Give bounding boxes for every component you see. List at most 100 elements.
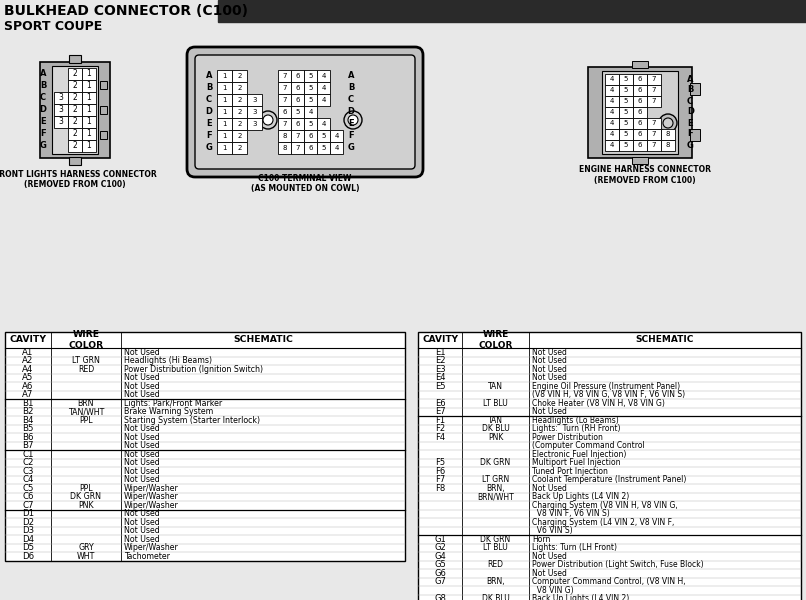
Text: LT BLU: LT BLU: [483, 399, 508, 408]
Text: B: B: [206, 83, 212, 92]
Text: Horn: Horn: [532, 535, 550, 544]
Bar: [217, 130, 232, 142]
Bar: [54, 116, 68, 128]
Text: 3: 3: [59, 118, 64, 127]
Text: Back Up Lights (L4 VIN 2): Back Up Lights (L4 VIN 2): [532, 594, 629, 600]
Bar: [278, 94, 291, 106]
Text: 5: 5: [322, 145, 326, 151]
Text: 5: 5: [309, 73, 313, 79]
Bar: [278, 106, 291, 118]
Text: C: C: [687, 97, 693, 106]
Text: LT GRN: LT GRN: [482, 475, 509, 484]
Text: 4: 4: [334, 133, 339, 139]
Text: A: A: [347, 71, 355, 80]
Bar: [100, 81, 107, 89]
Text: SPORT COUPE: SPORT COUPE: [4, 20, 102, 34]
Text: Power Distribution (Light Switch, Fuse Block): Power Distribution (Light Switch, Fuse B…: [532, 560, 704, 569]
Bar: [304, 142, 317, 154]
Text: E: E: [348, 119, 354, 128]
Bar: [68, 92, 82, 104]
Text: 6: 6: [295, 85, 300, 91]
Text: SCHEMATIC: SCHEMATIC: [636, 335, 694, 344]
Bar: [82, 128, 96, 140]
Text: E2: E2: [434, 356, 445, 365]
Bar: [330, 130, 343, 142]
Text: 6: 6: [295, 97, 300, 103]
Text: Starting System (Starter Interlock): Starting System (Starter Interlock): [124, 416, 260, 425]
Text: Not Used: Not Used: [532, 569, 567, 578]
Text: 1: 1: [222, 145, 226, 151]
Text: Not Used: Not Used: [532, 407, 567, 416]
Text: E4: E4: [434, 373, 445, 382]
Text: 7: 7: [295, 133, 300, 139]
Text: 1: 1: [86, 106, 91, 115]
Text: 4: 4: [322, 121, 326, 127]
Text: Not Used: Not Used: [124, 433, 160, 442]
Text: 7: 7: [652, 142, 656, 148]
Text: Coolant Temperature (Instrument Panel): Coolant Temperature (Instrument Panel): [532, 475, 687, 484]
Bar: [605, 95, 619, 107]
Circle shape: [259, 111, 277, 129]
Bar: [633, 73, 647, 85]
Text: 1: 1: [86, 142, 91, 151]
Text: G: G: [206, 143, 213, 152]
Text: 2: 2: [237, 97, 242, 103]
Bar: [82, 92, 96, 104]
Bar: [317, 130, 330, 142]
Text: 1: 1: [86, 70, 91, 79]
Text: 2: 2: [73, 82, 77, 91]
Text: Not Used: Not Used: [124, 518, 160, 527]
Text: G: G: [687, 140, 694, 149]
Text: Brake Warning System: Brake Warning System: [124, 407, 214, 416]
Text: E7: E7: [434, 407, 446, 416]
Bar: [278, 70, 291, 82]
Text: B5: B5: [23, 424, 34, 433]
Text: 5: 5: [309, 97, 313, 103]
Text: A6: A6: [23, 382, 34, 391]
Text: 1: 1: [86, 130, 91, 139]
Text: 5: 5: [309, 85, 313, 91]
Text: 6: 6: [295, 73, 300, 79]
Text: Not Used: Not Used: [124, 450, 160, 459]
Text: PNK: PNK: [78, 501, 93, 510]
Text: F: F: [687, 130, 692, 139]
Bar: [632, 157, 648, 163]
Text: 1: 1: [222, 133, 226, 139]
Text: B2: B2: [23, 407, 34, 416]
Text: 6: 6: [282, 109, 287, 115]
Text: RED: RED: [488, 560, 504, 569]
Text: 1: 1: [222, 109, 226, 115]
Bar: [217, 82, 232, 94]
Bar: [633, 128, 647, 139]
Text: 7: 7: [652, 120, 656, 126]
Bar: [304, 70, 317, 82]
Text: G8: G8: [434, 594, 446, 600]
Text: CAVITY: CAVITY: [422, 335, 458, 344]
Text: 3: 3: [59, 106, 64, 115]
Bar: [690, 83, 700, 95]
Bar: [304, 94, 317, 106]
Bar: [661, 128, 675, 139]
Bar: [278, 118, 291, 130]
Bar: [69, 157, 81, 165]
Text: Engine Oil Pressure (Instrument Panel): Engine Oil Pressure (Instrument Panel): [532, 382, 680, 391]
Text: CAVITY: CAVITY: [10, 335, 47, 344]
Text: Lights:  Turn (RH Front): Lights: Turn (RH Front): [532, 424, 621, 433]
Text: G6: G6: [434, 569, 446, 578]
Bar: [82, 104, 96, 116]
Bar: [291, 118, 304, 130]
Text: Not Used: Not Used: [124, 535, 160, 544]
Text: C4: C4: [23, 475, 34, 484]
Bar: [68, 128, 82, 140]
Text: C: C: [40, 94, 46, 103]
Text: RED: RED: [78, 365, 94, 374]
Text: B7: B7: [23, 441, 34, 450]
Text: 4: 4: [610, 109, 614, 115]
Text: D4: D4: [22, 535, 34, 544]
Text: E3: E3: [434, 365, 446, 374]
Bar: [633, 95, 647, 107]
Text: 6: 6: [638, 142, 642, 148]
Text: 6: 6: [308, 133, 313, 139]
Bar: [647, 73, 661, 85]
Bar: [647, 139, 661, 151]
